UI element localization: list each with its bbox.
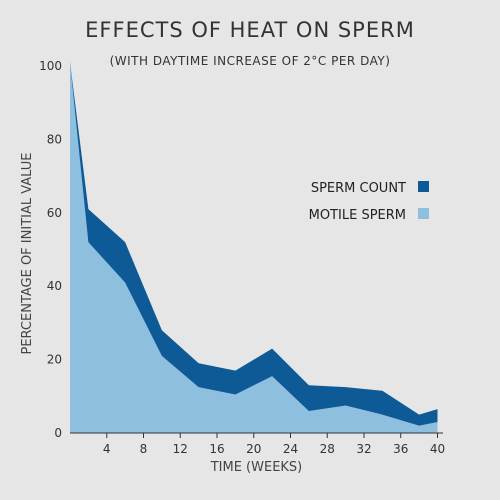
y-tick-label: 100 (39, 59, 62, 73)
legend-label: MOTILE SPERM (309, 208, 406, 223)
area-series-sperm-count (70, 62, 438, 433)
y-axis-ticks: 0 20 40 60 80 100 (39, 59, 62, 440)
y-tick-label: 80 (47, 132, 62, 146)
x-tick-label: 36 (393, 442, 408, 456)
x-tick-label: 12 (173, 442, 188, 456)
legend-swatch (418, 181, 429, 192)
x-tick-label: 20 (246, 442, 261, 456)
area-series-motile-sperm (70, 62, 438, 433)
chart-legend: SPERM COUNT MOTILE SPERM (309, 181, 429, 223)
y-tick-label: 0 (54, 426, 62, 440)
y-tick-label: 60 (47, 206, 62, 220)
x-tick-label: 8 (140, 442, 148, 456)
legend-swatch (418, 208, 429, 219)
x-axis-ticks: 4 8 12 16 20 24 28 32 36 40 (103, 433, 445, 456)
x-tick-label: 16 (209, 442, 224, 456)
chart-areas (70, 62, 438, 433)
chart-title: EFFECTS OF HEAT ON SPERM (85, 18, 415, 42)
x-tick-label: 40 (430, 442, 445, 456)
y-axis-label: PERCENTAGE OF INITIAL VALUE (20, 152, 35, 354)
legend-label: SPERM COUNT (311, 181, 406, 196)
x-tick-label: 32 (356, 442, 371, 456)
y-tick-label: 20 (47, 353, 62, 367)
x-axis-label: TIME (WEEKS) (210, 460, 303, 475)
chart-subtitle: (WITH DAYTIME INCREASE OF 2°C PER DAY) (109, 54, 391, 68)
x-tick-label: 28 (320, 442, 335, 456)
y-tick-label: 40 (47, 279, 62, 293)
x-tick-label: 4 (103, 442, 111, 456)
x-tick-label: 24 (283, 442, 298, 456)
